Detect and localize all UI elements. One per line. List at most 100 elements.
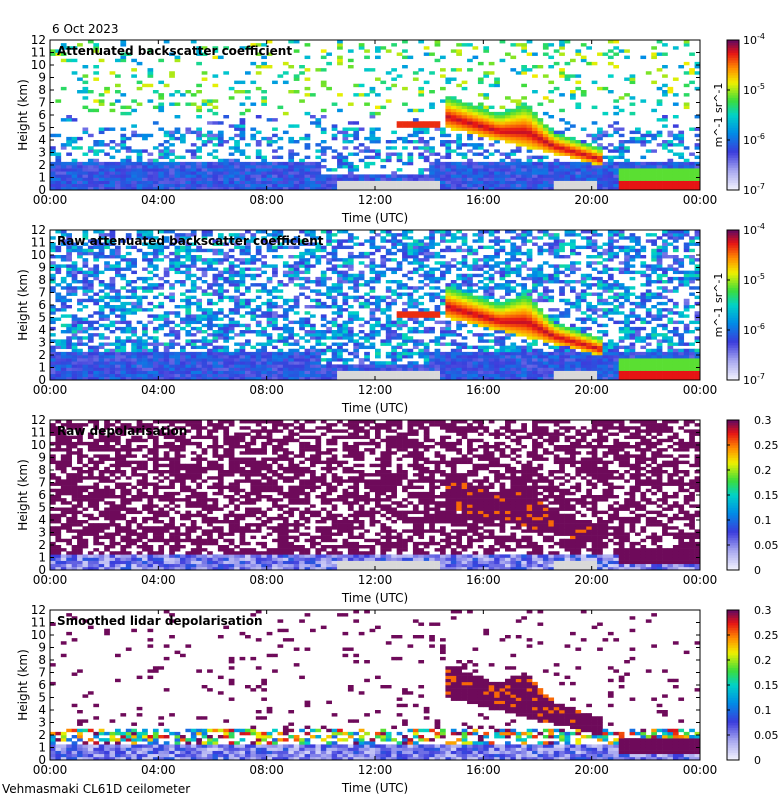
colorbar-tick-label: 10-4 bbox=[743, 222, 765, 237]
chart-title: Attenuated backscatter coefficient bbox=[57, 44, 292, 58]
chart-title: Smoothed lidar depolarisation bbox=[57, 614, 263, 628]
y-tick-label: 8 bbox=[38, 273, 46, 287]
y-tick-label: 1 bbox=[38, 171, 46, 185]
y-axis-label: Height (km) bbox=[16, 459, 30, 530]
y-tick-label: 1 bbox=[38, 361, 46, 375]
y-tick-label: 9 bbox=[38, 451, 46, 465]
x-tick-label: 12:00 bbox=[358, 763, 393, 777]
y-tick-label: 3 bbox=[38, 336, 46, 350]
colorbar-tick-label: 10-5 bbox=[743, 82, 765, 97]
heatmap-cells bbox=[50, 40, 701, 191]
y-tick-label: 6 bbox=[38, 298, 46, 312]
y-tick-label: 7 bbox=[38, 96, 46, 110]
x-tick-label: 04:00 bbox=[141, 383, 176, 397]
site-label: Vehmasmaki CL61D ceilometer bbox=[2, 782, 190, 796]
y-tick-label: 12 bbox=[31, 223, 46, 237]
x-tick-label: 00:00 bbox=[33, 763, 68, 777]
x-axis-label: Time (UTC) bbox=[341, 591, 408, 605]
y-tick-label: 12 bbox=[31, 33, 46, 47]
colorbar-tick-label: 0 bbox=[754, 754, 761, 767]
colorbar-tick-label: 10-6 bbox=[743, 322, 765, 337]
y-tick-label: 0 bbox=[38, 373, 46, 387]
y-tick-label: 5 bbox=[38, 311, 46, 325]
y-tick-label: 1 bbox=[38, 741, 46, 755]
x-tick-label: 00:00 bbox=[33, 193, 68, 207]
y-tick-label: 4 bbox=[38, 323, 46, 337]
colorbar-tick-label: 0.3 bbox=[754, 414, 772, 427]
colorbar-tick-label: 0.15 bbox=[754, 489, 779, 502]
x-tick-label: 12:00 bbox=[358, 193, 393, 207]
x-tick-label: 16:00 bbox=[466, 193, 501, 207]
y-tick-label: 10 bbox=[31, 438, 46, 452]
colorbar-unit-label: m^-1 sr^-1 bbox=[712, 273, 725, 338]
y-tick-label: 2 bbox=[38, 728, 46, 742]
x-axis-label: Time (UTC) bbox=[341, 211, 408, 225]
x-tick-label: 20:00 bbox=[574, 573, 609, 587]
x-tick-label: 12:00 bbox=[358, 573, 393, 587]
colorbar-tick-label: 0.3 bbox=[754, 604, 772, 617]
y-tick-label: 3 bbox=[38, 526, 46, 540]
colorbar: 0.3 0.25 0.2 0.15 0.1 0.05 0 bbox=[726, 604, 779, 767]
y-tick-label: 12 bbox=[31, 603, 46, 617]
x-tick-label: 20:00 bbox=[574, 383, 609, 397]
x-tick-label: 08:00 bbox=[249, 383, 284, 397]
y-tick-label: 4 bbox=[38, 703, 46, 717]
y-tick-label: 11 bbox=[31, 46, 46, 60]
y-axis-label: Height (km) bbox=[16, 79, 30, 150]
x-tick-label: 16:00 bbox=[466, 573, 501, 587]
x-tick-label: 04:00 bbox=[141, 573, 176, 587]
colorbar-unit-label: m^-1 sr^-1 bbox=[712, 83, 725, 148]
y-tick-label: 9 bbox=[38, 261, 46, 275]
y-tick-label: 9 bbox=[38, 71, 46, 85]
x-tick-label: 00:00 bbox=[683, 573, 718, 587]
y-tick-label: 6 bbox=[38, 488, 46, 502]
colorbar-tick-label: 0.2 bbox=[754, 464, 772, 477]
y-tick-label: 3 bbox=[38, 716, 46, 730]
x-tick-label: 00:00 bbox=[683, 383, 718, 397]
y-tick-label: 0 bbox=[38, 183, 46, 197]
colorbar: 10-4 10-5 10-6 10-7 m^-1 sr^-1 bbox=[712, 32, 765, 197]
colorbar-tick-label: 0.2 bbox=[754, 654, 772, 667]
x-tick-label: 08:00 bbox=[249, 573, 284, 587]
colorbar-tick-label: 10-6 bbox=[743, 132, 765, 147]
x-tick-label: 04:00 bbox=[141, 763, 176, 777]
x-tick-label: 00:00 bbox=[33, 573, 68, 587]
colorbar: 0.3 0.25 0.2 0.15 0.1 0.05 0 bbox=[726, 414, 779, 577]
y-tick-label: 11 bbox=[31, 616, 46, 630]
chart-title: Raw attenuated backscatter coefficient bbox=[57, 234, 324, 248]
y-tick-label: 7 bbox=[38, 286, 46, 300]
y-tick-label: 11 bbox=[31, 426, 46, 440]
colorbar: 10-4 10-5 10-6 10-7 m^-1 sr^-1 bbox=[712, 222, 765, 387]
y-tick-label: 4 bbox=[38, 133, 46, 147]
x-tick-label: 00:00 bbox=[33, 383, 68, 397]
x-tick-label: 04:00 bbox=[141, 193, 176, 207]
chart-title: Raw depolarisation bbox=[57, 424, 187, 438]
colorbar-tick-label: 0.05 bbox=[754, 729, 779, 742]
y-axis-label: Height (km) bbox=[16, 269, 30, 340]
y-tick-label: 5 bbox=[38, 501, 46, 515]
y-tick-label: 1 bbox=[38, 551, 46, 565]
colorbar-tick-label: 0.25 bbox=[754, 629, 779, 642]
x-axis-label: Time (UTC) bbox=[341, 781, 408, 795]
y-tick-label: 12 bbox=[31, 413, 46, 427]
y-tick-label: 7 bbox=[38, 476, 46, 490]
y-tick-label: 5 bbox=[38, 691, 46, 705]
colorbar-tick-label: 0.25 bbox=[754, 439, 779, 452]
y-tick-label: 2 bbox=[38, 348, 46, 362]
y-axis-label: Height (km) bbox=[16, 649, 30, 720]
y-tick-label: 10 bbox=[31, 248, 46, 262]
y-tick-label: 2 bbox=[38, 158, 46, 172]
y-tick-label: 10 bbox=[31, 58, 46, 72]
y-tick-label: 11 bbox=[31, 236, 46, 250]
colorbar-tick-label: 0.1 bbox=[754, 704, 772, 717]
colorbar-tick-label: 10-5 bbox=[743, 272, 765, 287]
heatmap-cells bbox=[50, 610, 701, 761]
heatmap-cells bbox=[50, 420, 701, 571]
y-tick-label: 7 bbox=[38, 666, 46, 680]
y-tick-label: 2 bbox=[38, 538, 46, 552]
y-tick-label: 4 bbox=[38, 513, 46, 527]
colorbar-tick-label: 0.15 bbox=[754, 679, 779, 692]
